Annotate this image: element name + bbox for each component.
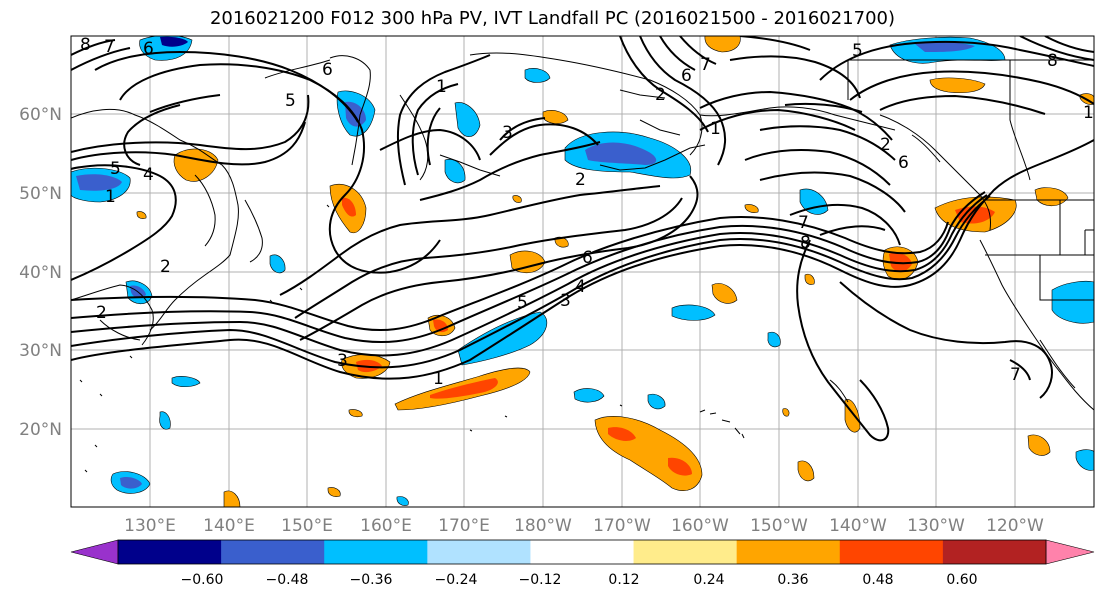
map-title: 2016021200 F012 300 hPa PV, IVT Landfall… xyxy=(209,8,896,29)
contour-label: 1 xyxy=(436,77,447,97)
colorbar-frame xyxy=(117,539,1047,565)
colorbar-label: 0.12 xyxy=(608,572,639,588)
colorbar-label: 0.60 xyxy=(946,572,977,588)
colorbar-segment xyxy=(736,540,841,564)
contour-label: 7 xyxy=(700,55,711,75)
contour-label: 8 xyxy=(1047,51,1058,71)
coastlines xyxy=(71,52,1094,473)
lon-tick-label: 140°E xyxy=(203,516,255,536)
colorbar-segment xyxy=(942,540,1047,564)
contour-labels: 8 7 6 6 5 5 4 1 1 3 2 2 2 7 8 6 5 4 3 1 … xyxy=(80,35,1094,389)
colorbar-label: −0.36 xyxy=(350,572,393,588)
lat-tick-label: 30°N xyxy=(19,341,62,361)
colorbar-label: −0.12 xyxy=(519,572,562,588)
lon-tick-label: 140°W xyxy=(829,516,887,536)
lon-tick-label: 130°W xyxy=(907,516,965,536)
colorbar-labels: −0.60 −0.48 −0.36 −0.24 −0.12 0.12 0.24 … xyxy=(181,572,978,588)
lat-tick-label: 60°N xyxy=(19,105,62,125)
colorbar-label: −0.24 xyxy=(435,572,478,588)
contour-label: 4 xyxy=(575,277,586,297)
lon-tick-label: 180°W xyxy=(514,516,572,536)
lon-tick-label: 150°E xyxy=(281,516,333,536)
map-frame xyxy=(70,35,1095,508)
colorbar-segment xyxy=(427,540,531,564)
lon-tick-label: 150°W xyxy=(750,516,808,536)
colorbar-label: 0.48 xyxy=(862,572,893,588)
contour-label: 4 xyxy=(143,165,154,185)
colorbar-label: 0.24 xyxy=(693,572,724,588)
contour-label: 1 xyxy=(105,187,116,207)
contour-label: 2 xyxy=(160,257,171,277)
contour-label: 1 xyxy=(710,119,721,139)
contour-label: 2 xyxy=(575,170,586,190)
contour-label: 8 xyxy=(80,35,91,55)
lon-tick-label: 170°E xyxy=(438,516,490,536)
colorbar-min-extension xyxy=(70,539,119,565)
contour-label: 6 xyxy=(582,248,593,268)
contour-label: 6 xyxy=(898,153,909,173)
contour-label: 2 xyxy=(655,85,666,105)
latitude-ticks: 60°N 50°N 40°N 30°N 20°N xyxy=(19,105,62,440)
colorbar-segment xyxy=(118,540,222,564)
longitude-ticks: 130°E 140°E 150°E 160°E 170°E 180°W 170°… xyxy=(124,516,1044,536)
contour-label: 3 xyxy=(502,123,513,143)
contour-label: 7 xyxy=(104,37,115,57)
colorbar: −0.60 −0.48 −0.36 −0.24 −0.12 0.12 0.24 … xyxy=(70,539,1095,588)
contour-label: 7 xyxy=(1010,365,1021,385)
contour-label: 3 xyxy=(337,351,348,371)
ivt-contours xyxy=(71,36,1094,442)
colorbar-segment xyxy=(633,540,738,564)
lat-tick-label: 20°N xyxy=(19,420,62,440)
contour-label: 6 xyxy=(681,66,692,86)
colorbar-segment xyxy=(221,540,325,564)
colorbar-segment xyxy=(530,540,635,564)
colorbar-label: 0.36 xyxy=(777,572,808,588)
contour-label: 6 xyxy=(143,39,154,59)
lon-tick-label: 120°W xyxy=(986,516,1044,536)
lat-tick-label: 40°N xyxy=(19,263,62,283)
contour-label: 2 xyxy=(96,303,107,323)
contour-label: 1 xyxy=(433,369,444,389)
contour-label: 1 xyxy=(1083,103,1094,123)
lon-tick-label: 160°E xyxy=(360,516,412,536)
contour-label: 5 xyxy=(110,159,121,179)
contour-label: 8 xyxy=(800,233,811,253)
colorbar-label: −0.48 xyxy=(266,572,309,588)
contour-label: 5 xyxy=(517,293,528,313)
lon-tick-label: 130°E xyxy=(124,516,176,536)
colorbar-label: −0.60 xyxy=(181,572,224,588)
lon-tick-label: 160°W xyxy=(671,516,729,536)
contour-label: 7 xyxy=(798,213,809,233)
contour-label: 5 xyxy=(852,41,863,61)
colorbar-segment xyxy=(324,540,428,564)
pv-positive-anomalies xyxy=(136,36,1094,507)
contour-label: 2 xyxy=(880,135,891,155)
lon-tick-label: 170°W xyxy=(593,516,651,536)
colorbar-segment xyxy=(839,540,944,564)
contour-label: 5 xyxy=(285,91,296,111)
contour-label: 3 xyxy=(560,291,571,311)
lat-tick-label: 50°N xyxy=(19,184,62,204)
contour-label: 6 xyxy=(322,60,333,80)
colorbar-max-extension xyxy=(1045,539,1095,565)
